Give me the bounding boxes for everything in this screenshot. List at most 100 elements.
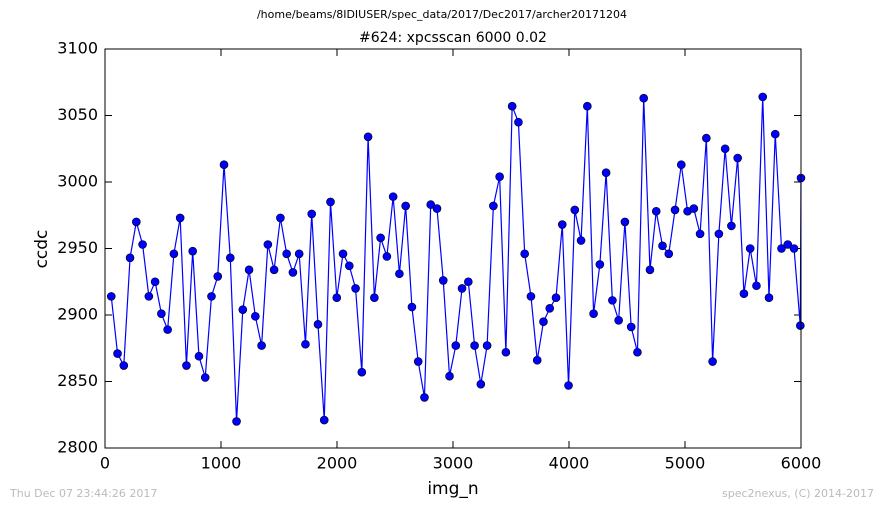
data-point	[620, 217, 630, 227]
x-tick-label: 2000	[317, 454, 358, 473]
data-point	[532, 355, 542, 365]
data-point	[288, 268, 298, 277]
data-point	[219, 160, 229, 170]
data-point	[357, 367, 367, 377]
data-point	[263, 240, 273, 249]
data-point	[608, 296, 617, 305]
data-point	[614, 316, 623, 325]
data-point	[470, 341, 479, 350]
data-point	[188, 246, 197, 256]
data-point	[388, 192, 398, 201]
data-point	[163, 325, 172, 334]
data-point	[526, 292, 536, 301]
data-point	[601, 168, 611, 177]
data-point	[200, 373, 210, 382]
data-point	[138, 240, 147, 249]
data-point	[702, 133, 711, 143]
data-point	[695, 229, 705, 239]
data-point	[169, 249, 179, 259]
data-point	[395, 269, 404, 279]
data-point	[658, 241, 667, 251]
data-point	[758, 92, 768, 102]
y-tick-label: 2950	[57, 238, 98, 257]
data-point	[194, 351, 204, 361]
data-point	[344, 261, 354, 271]
data-point	[376, 233, 385, 243]
data-point	[708, 357, 717, 366]
data-point	[495, 172, 504, 181]
data-point	[119, 361, 129, 370]
data-point	[464, 277, 473, 287]
data-point	[720, 144, 730, 154]
x-tick-label: 1000	[201, 454, 242, 473]
data-point	[445, 371, 454, 381]
x-tick-label: 6000	[781, 454, 822, 473]
data-point	[583, 101, 592, 111]
data-point	[182, 361, 191, 370]
data-point	[770, 129, 780, 139]
data-point	[175, 213, 185, 223]
data-point	[752, 281, 761, 291]
data-point	[633, 347, 642, 357]
data-point	[413, 357, 423, 366]
data-point	[777, 244, 786, 253]
data-point	[670, 205, 680, 215]
data-point	[313, 320, 323, 329]
data-point	[144, 292, 154, 301]
data-point	[244, 265, 254, 275]
y-tick-label: 2850	[57, 371, 98, 390]
data-point	[514, 117, 523, 127]
data-point	[225, 253, 235, 263]
data-point	[595, 260, 605, 269]
data-point	[420, 393, 429, 402]
data-point	[407, 302, 417, 312]
data-point	[745, 244, 755, 253]
data-point	[257, 341, 266, 350]
data-point	[457, 284, 467, 293]
data-point	[213, 272, 223, 281]
data-point	[651, 206, 661, 216]
data-point	[269, 265, 279, 275]
data-point	[564, 381, 573, 390]
data-point	[727, 221, 736, 231]
data-point	[664, 249, 674, 259]
data-point	[326, 197, 335, 207]
data-point	[570, 205, 580, 215]
data-point	[639, 93, 649, 103]
data-point	[426, 200, 436, 209]
data-point	[451, 341, 461, 350]
data-point	[557, 220, 567, 229]
data-point	[157, 309, 166, 318]
y-tick-label: 3100	[57, 39, 98, 58]
data-point	[132, 217, 141, 227]
data-point	[382, 252, 392, 261]
y-tick-label: 2900	[57, 305, 98, 324]
data-point	[764, 293, 774, 303]
y-axis-label: ccdc	[32, 230, 52, 269]
y-tick-label: 3050	[57, 105, 98, 124]
y-tick-label: 2800	[57, 438, 98, 457]
data-point	[796, 321, 805, 330]
footer-right: spec2nexus, (C) 2014-2017	[722, 487, 874, 500]
data-point	[733, 153, 742, 163]
data-point	[507, 101, 517, 111]
data-point	[294, 249, 304, 259]
data-point	[150, 277, 160, 287]
data-point	[482, 341, 492, 350]
data-point	[282, 249, 291, 259]
x-tick-label: 5000	[665, 454, 706, 473]
data-point	[432, 204, 442, 213]
data-point	[739, 289, 749, 299]
data-point	[106, 292, 116, 301]
data-point	[789, 244, 799, 253]
data-point	[489, 201, 498, 211]
data-point	[332, 293, 342, 303]
data-point	[689, 204, 699, 213]
data-point	[207, 292, 216, 301]
plot-frame	[104, 48, 802, 449]
data-point	[676, 160, 686, 170]
data-point	[363, 132, 373, 142]
data-point	[520, 249, 529, 259]
